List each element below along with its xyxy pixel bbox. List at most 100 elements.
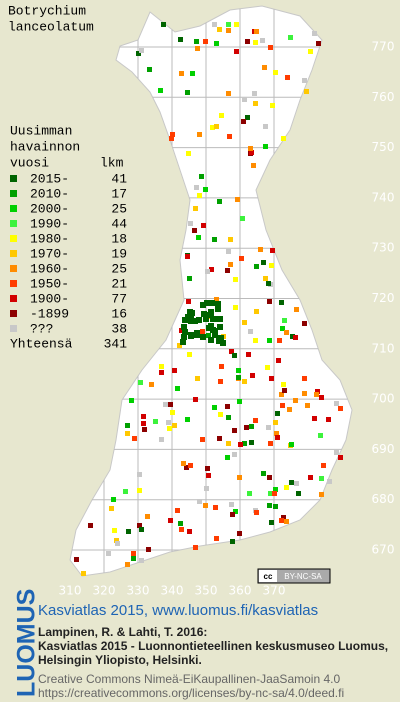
x-tick-label: 350 xyxy=(195,584,218,598)
occurrence xyxy=(219,113,224,118)
occurrence xyxy=(172,368,177,373)
occurrence xyxy=(193,545,198,550)
occurrence xyxy=(238,442,243,447)
occurrence xyxy=(214,536,219,541)
legend-swatch xyxy=(10,310,17,317)
occurrence xyxy=(193,206,198,211)
occurrence xyxy=(239,256,244,261)
occurrence xyxy=(74,557,79,562)
occurrence xyxy=(289,442,294,447)
occurrence xyxy=(189,310,195,316)
y-tick-label: 770 xyxy=(372,40,395,54)
occurrence xyxy=(226,415,231,420)
occurrence xyxy=(178,37,183,42)
occurrence xyxy=(251,163,256,168)
occurrence xyxy=(254,264,259,269)
y-tick-label: 740 xyxy=(372,190,395,204)
legend-swatch xyxy=(10,295,17,302)
occurrence xyxy=(226,441,231,446)
occurrence xyxy=(132,436,137,441)
occurrence xyxy=(197,132,202,137)
occurrence xyxy=(273,420,278,425)
occurrence xyxy=(240,216,245,221)
occurrence xyxy=(187,352,192,357)
legend-swatch xyxy=(10,190,17,197)
occurrence xyxy=(177,343,182,348)
occurrence xyxy=(293,398,298,403)
occurrence xyxy=(214,124,219,129)
title-genus: Botrychium xyxy=(8,3,86,18)
citation: Lampinen, R. & Lahti, T. 2016: xyxy=(38,625,207,639)
occurrence xyxy=(208,309,214,315)
occurrence xyxy=(249,150,254,155)
occurrence xyxy=(334,401,339,406)
occurrence xyxy=(249,424,254,429)
occurrence xyxy=(242,97,247,102)
occurrence xyxy=(262,65,267,70)
title-epithet: lanceolatum xyxy=(8,19,94,34)
occurrence xyxy=(284,485,289,490)
occurrence xyxy=(197,499,202,504)
occurrence xyxy=(186,151,191,156)
occurrence xyxy=(269,520,274,525)
occurrence xyxy=(327,479,332,484)
occurrence xyxy=(338,455,343,460)
occurrence xyxy=(268,491,273,496)
occurrence xyxy=(236,368,241,373)
legend-label: 1970- xyxy=(30,246,69,261)
occurrence xyxy=(226,91,231,96)
occurrence xyxy=(236,375,241,380)
occurrence xyxy=(196,235,201,240)
total-label: Yhteensä xyxy=(10,336,73,351)
occurrence xyxy=(281,136,286,141)
legend-count: 16 xyxy=(111,306,127,321)
occurrence xyxy=(181,334,187,340)
occurrence xyxy=(293,335,298,340)
cc-icon: cc xyxy=(264,572,273,581)
occurrence xyxy=(230,539,235,544)
occurrence xyxy=(281,382,286,387)
footer-link[interactable]: Kasviatlas 2015, www.luomus.fi/kasviatla… xyxy=(38,602,318,619)
legend-count: 18 xyxy=(111,231,127,246)
occurrence xyxy=(267,338,272,343)
occurrence xyxy=(187,276,192,281)
brand: LUOMUS xyxy=(13,589,41,697)
occurrence xyxy=(338,406,343,411)
occurrence xyxy=(217,436,222,441)
occurrence xyxy=(244,425,249,430)
x-tick-label: 320 xyxy=(93,584,116,598)
occurrence xyxy=(137,488,142,493)
legend-count: 38 xyxy=(111,321,127,336)
legend-heading: Uusimman xyxy=(10,123,72,138)
occurrence xyxy=(318,433,323,438)
occurrence xyxy=(266,281,271,286)
legend-label: 2010- xyxy=(30,186,69,201)
occurrence xyxy=(276,358,281,363)
occurrence xyxy=(270,103,275,108)
occurrence xyxy=(170,410,175,415)
occurrence xyxy=(188,314,194,320)
y-tick-label: 700 xyxy=(372,392,395,406)
occurrence xyxy=(228,262,233,267)
legend-count: 77 xyxy=(111,291,127,306)
occurrence xyxy=(294,307,299,312)
x-tick-label: 340 xyxy=(161,584,184,598)
occurrence xyxy=(217,199,222,204)
occurrence xyxy=(159,364,164,369)
occurrence xyxy=(200,329,205,334)
occurrence xyxy=(188,221,193,226)
occurrence xyxy=(316,41,321,46)
occurrence xyxy=(266,425,271,430)
occurrence xyxy=(111,497,116,502)
occurrence xyxy=(203,503,208,508)
occurrence xyxy=(282,388,287,393)
occurrence xyxy=(204,300,210,306)
occurrence xyxy=(168,402,173,407)
occurrence xyxy=(109,506,114,511)
occurrence xyxy=(248,146,253,151)
occurrence xyxy=(269,376,274,381)
occurrence xyxy=(265,365,270,370)
occurrence xyxy=(304,89,309,94)
legend-swatch xyxy=(10,325,17,332)
occurrence xyxy=(217,324,223,330)
